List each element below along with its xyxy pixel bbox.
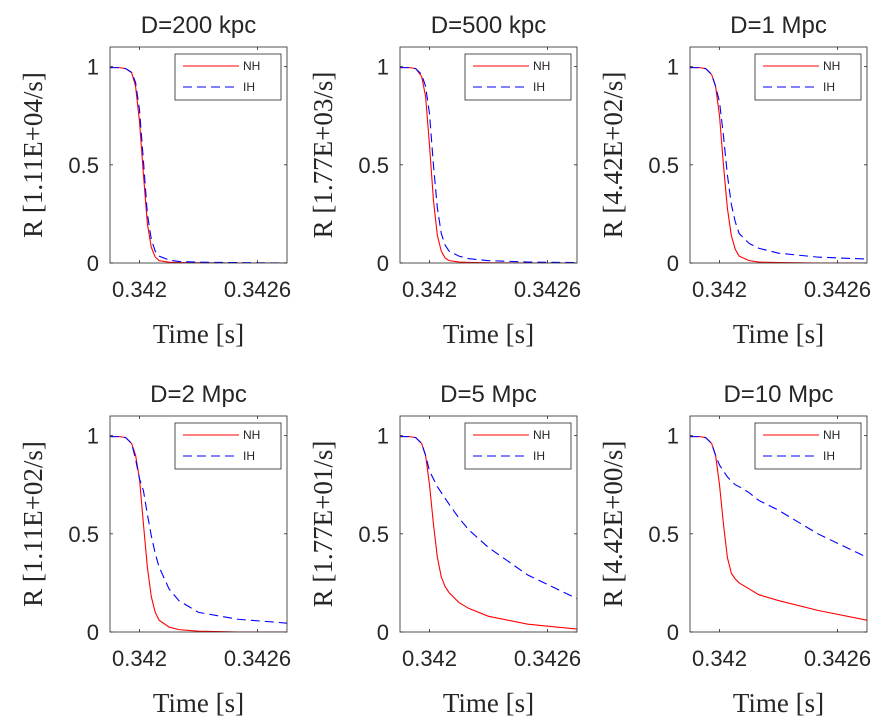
chart-panel-2: 0 0.5 1 0.342 0.3426 D=500 kpc Time [s] R [1.77… (308, 12, 581, 349)
y-axis-label: R [1.11E+04/s] (18, 72, 48, 238)
axes-box (399, 46, 578, 264)
legend-box (464, 53, 572, 101)
y-tick-label: 0.5 (68, 153, 99, 178)
legend-label-ih: IH (823, 80, 835, 94)
series-line-ih (690, 436, 867, 558)
x-tick-label: 0.342 (112, 277, 167, 302)
legend-box (754, 53, 862, 101)
axes-box (399, 415, 578, 633)
chart-title: D=1 Mpc (730, 12, 827, 39)
legend-box (174, 53, 282, 101)
y-axis-label: R [1.11E+02/s] (18, 441, 48, 607)
chart-panel-6: 0 0.5 1 0.342 0.3426 D=10 Mpc Time [s] R [4.42E… (598, 381, 871, 718)
y-tick-label: 0 (667, 251, 679, 276)
chart-panel-5: 0 0.5 1 0.342 0.3426 D=5 Mpc Time [s] R [1.77E+… (308, 381, 581, 718)
x-tick-label: 0.3426 (804, 646, 871, 671)
y-tick-label: 0.5 (358, 153, 389, 178)
chart-title: D=5 Mpc (440, 381, 537, 408)
chart-panel-4: 0 0.5 1 0.342 0.3426 D=2 Mpc Time [s] R [1.11E+… (18, 381, 291, 718)
y-tick-label: 0 (377, 620, 389, 645)
series-line-ih (110, 436, 287, 624)
x-tick-label: 0.3426 (224, 277, 291, 302)
series-line-ih (690, 67, 867, 260)
legend-box (174, 422, 282, 470)
y-tick-label: 1 (377, 55, 389, 80)
chart-title: D=500 kpc (431, 12, 546, 39)
legend-label-ih: IH (243, 80, 255, 94)
x-tick-label: 0.3426 (514, 277, 581, 302)
legend-label-ih: IH (823, 449, 835, 463)
axes-box (689, 415, 868, 633)
y-tick-label: 0.5 (648, 522, 679, 547)
y-tick-label: 0 (87, 251, 99, 276)
chart-panel-3: 0 0.5 1 0.342 0.3426 D=1 Mpc Time [s] R [4.42E+… (598, 12, 871, 349)
legend: NH IH (464, 422, 572, 470)
x-axis-label: Time [s] (153, 319, 244, 349)
legend-label-nh: NH (823, 59, 840, 73)
legend: NH IH (174, 422, 282, 470)
axes-box (109, 46, 288, 264)
axes-box (689, 46, 868, 264)
legend: NH IH (754, 53, 862, 101)
legend-label-ih: IH (533, 449, 545, 463)
chart-title: D=2 Mpc (150, 381, 247, 408)
x-axis-label: Time [s] (153, 688, 244, 718)
y-tick-label: 1 (87, 55, 99, 80)
x-axis-label: Time [s] (443, 319, 534, 349)
y-axis-label: R [1.77E+03/s] (308, 72, 338, 239)
legend: NH IH (464, 53, 572, 101)
x-tick-label: 0.342 (692, 646, 747, 671)
x-tick-label: 0.342 (112, 646, 167, 671)
legend-label-nh: NH (243, 428, 260, 442)
y-tick-label: 0 (87, 620, 99, 645)
legend: NH IH (754, 422, 862, 470)
y-axis-label: R [4.42E+02/s] (598, 72, 628, 239)
series-line-ih (110, 67, 287, 263)
y-tick-label: 1 (87, 424, 99, 449)
y-tick-label: 0.5 (648, 153, 679, 178)
x-axis-label: Time [s] (443, 688, 534, 718)
y-tick-label: 0 (377, 251, 389, 276)
legend-label-nh: NH (533, 59, 550, 73)
y-axis-label: R [4.42E+00/s] (598, 441, 628, 608)
chart-panel-1: 0 0.5 1 0.342 0.3426 D=200 kpc Time [s] R [1.11… (18, 12, 291, 349)
series-line-ih (400, 436, 577, 600)
legend-label-nh: NH (243, 59, 260, 73)
y-tick-label: 1 (667, 424, 679, 449)
x-tick-label: 0.342 (402, 277, 457, 302)
x-tick-label: 0.3426 (804, 277, 871, 302)
legend-box (754, 422, 862, 470)
y-axis-label: R [1.77E+01/s] (308, 441, 338, 608)
legend-box (464, 422, 572, 470)
legend-label-ih: IH (533, 80, 545, 94)
y-tick-label: 0.5 (68, 522, 99, 547)
chart-title: D=10 Mpc (723, 381, 833, 408)
y-tick-label: 0 (667, 620, 679, 645)
legend: NH IH (174, 53, 282, 101)
legend-label-nh: NH (823, 428, 840, 442)
x-tick-label: 0.3426 (514, 646, 581, 671)
y-tick-label: 1 (667, 55, 679, 80)
legend-label-ih: IH (243, 449, 255, 463)
x-tick-label: 0.342 (692, 277, 747, 302)
axes-box (109, 415, 288, 633)
series-line-ih (400, 67, 577, 263)
legend-label-nh: NH (533, 428, 550, 442)
x-tick-label: 0.3426 (224, 646, 291, 671)
y-tick-label: 0.5 (358, 522, 389, 547)
y-tick-label: 1 (377, 424, 389, 449)
x-axis-label: Time [s] (733, 319, 824, 349)
chart-title: D=200 kpc (141, 12, 256, 39)
x-axis-label: Time [s] (733, 688, 824, 718)
x-tick-label: 0.342 (402, 646, 457, 671)
